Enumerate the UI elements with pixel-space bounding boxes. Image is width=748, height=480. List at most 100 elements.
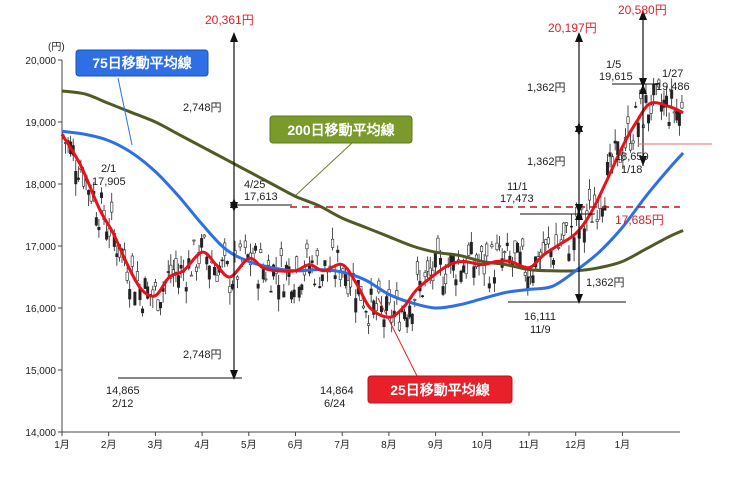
candle-body: [97, 227, 101, 231]
candle-body: [254, 245, 258, 251]
candle-body: [130, 255, 134, 267]
candle-body: [423, 272, 427, 277]
candle-body: [300, 284, 304, 290]
candle-body: [269, 290, 273, 293]
ma75-line: [61, 129, 685, 310]
candle-body: [459, 270, 463, 282]
arrow-head-left-mid-down: [230, 202, 238, 212]
arrow-head-r2-top: [639, 10, 647, 20]
candle-body: [343, 273, 347, 286]
candle-body: [192, 239, 196, 242]
arrow-head-r1-top: [575, 32, 583, 42]
candle-body: [143, 278, 147, 289]
candle-body: [220, 259, 224, 262]
candle-body: [261, 269, 265, 280]
annotation-17905: 17,905: [92, 176, 126, 188]
candle-body: [521, 238, 525, 247]
candle-body: [503, 251, 507, 253]
candle-body: [408, 305, 412, 318]
candle-body: [490, 244, 494, 248]
legend-ma25-box: [367, 375, 513, 404]
annotation-4-25: 4/25: [244, 179, 265, 191]
x-tick-label: 5月: [241, 439, 257, 451]
candle-body: [212, 266, 216, 276]
candle-body: [518, 251, 522, 266]
candle-body: [177, 275, 181, 288]
x-tick-label: 9月: [428, 439, 444, 451]
candle-body: [225, 261, 229, 265]
candle-body: [159, 302, 163, 309]
arrow-head-r1-mid4: [575, 204, 583, 214]
candle-body: [284, 264, 288, 270]
candle-body: [166, 271, 170, 273]
candle-body: [354, 298, 358, 313]
candle-body: [572, 237, 576, 251]
candle-body: [582, 228, 586, 243]
y-tick-label: 15,000: [25, 366, 56, 377]
candle-body: [194, 266, 198, 272]
candle-body: [462, 265, 466, 273]
annotation-20361: 20,361円: [205, 13, 254, 27]
ma200-line: [61, 89, 684, 273]
candle-body: [230, 284, 234, 289]
candle-body: [405, 317, 409, 328]
arrow-head-r1-mid3: [575, 210, 583, 220]
candle-body: [141, 308, 145, 314]
arrow-head-r2-bottom: [639, 156, 647, 166]
candle-body: [595, 219, 599, 222]
candle-body: [544, 239, 548, 245]
arrow-head-r2-mid1: [639, 84, 647, 94]
candle-body: [485, 243, 489, 257]
candle-body: [626, 116, 630, 124]
x-tick-label: 12月: [565, 439, 586, 451]
candle-body: [202, 234, 206, 238]
candle-body: [415, 261, 419, 275]
candle-body: [207, 265, 211, 280]
candle-body: [528, 276, 532, 279]
annotation-18650: 18,650: [615, 151, 649, 163]
candle-body: [523, 271, 527, 276]
candle-body: [467, 244, 471, 256]
candle-body: [76, 177, 80, 180]
y-tick-label: 20,000: [25, 56, 56, 67]
annotation-1-5: 1/5: [606, 59, 621, 71]
candle-body: [600, 208, 604, 217]
annotation-1-18: 1/18: [621, 164, 642, 176]
candle-body: [238, 243, 242, 248]
annotation-14865: 14,865: [106, 385, 140, 397]
candle-body: [256, 283, 260, 289]
x-tick-label: 6月: [288, 439, 304, 451]
candle-body: [605, 161, 609, 176]
candle-body: [94, 217, 98, 226]
candle-body: [367, 323, 371, 326]
candle-body: [526, 276, 530, 290]
candle-body: [621, 152, 625, 161]
x-tick-label: 11月: [519, 439, 539, 451]
candle-body: [439, 257, 443, 265]
x-tick-label: 4月: [194, 439, 210, 451]
candle-body: [200, 238, 204, 248]
ma200-pointer: [295, 142, 353, 196]
candle-body: [487, 283, 491, 289]
candle-body: [205, 256, 209, 265]
candle-body: [498, 245, 502, 248]
candle-body: [428, 267, 432, 276]
candle-body: [421, 295, 425, 297]
candle-body: [516, 243, 520, 253]
candle-body: [652, 83, 656, 96]
candle-body: [318, 286, 322, 288]
candle-body: [215, 274, 219, 282]
candle-body: [649, 104, 653, 114]
candle-body: [492, 277, 496, 284]
annotation-1362-bottom: 1,362円: [586, 277, 625, 289]
candle-body: [441, 286, 445, 295]
candle-body: [331, 238, 335, 248]
candle-body: [382, 319, 386, 327]
annotation-2748-bottom: 2,748円: [183, 349, 222, 361]
arrow-head-left-top: [230, 32, 238, 42]
candle-body: [320, 274, 324, 282]
candle-body: [546, 237, 550, 245]
candle-body: [379, 305, 383, 313]
candle-body: [297, 287, 301, 298]
candle-body: [636, 122, 640, 137]
